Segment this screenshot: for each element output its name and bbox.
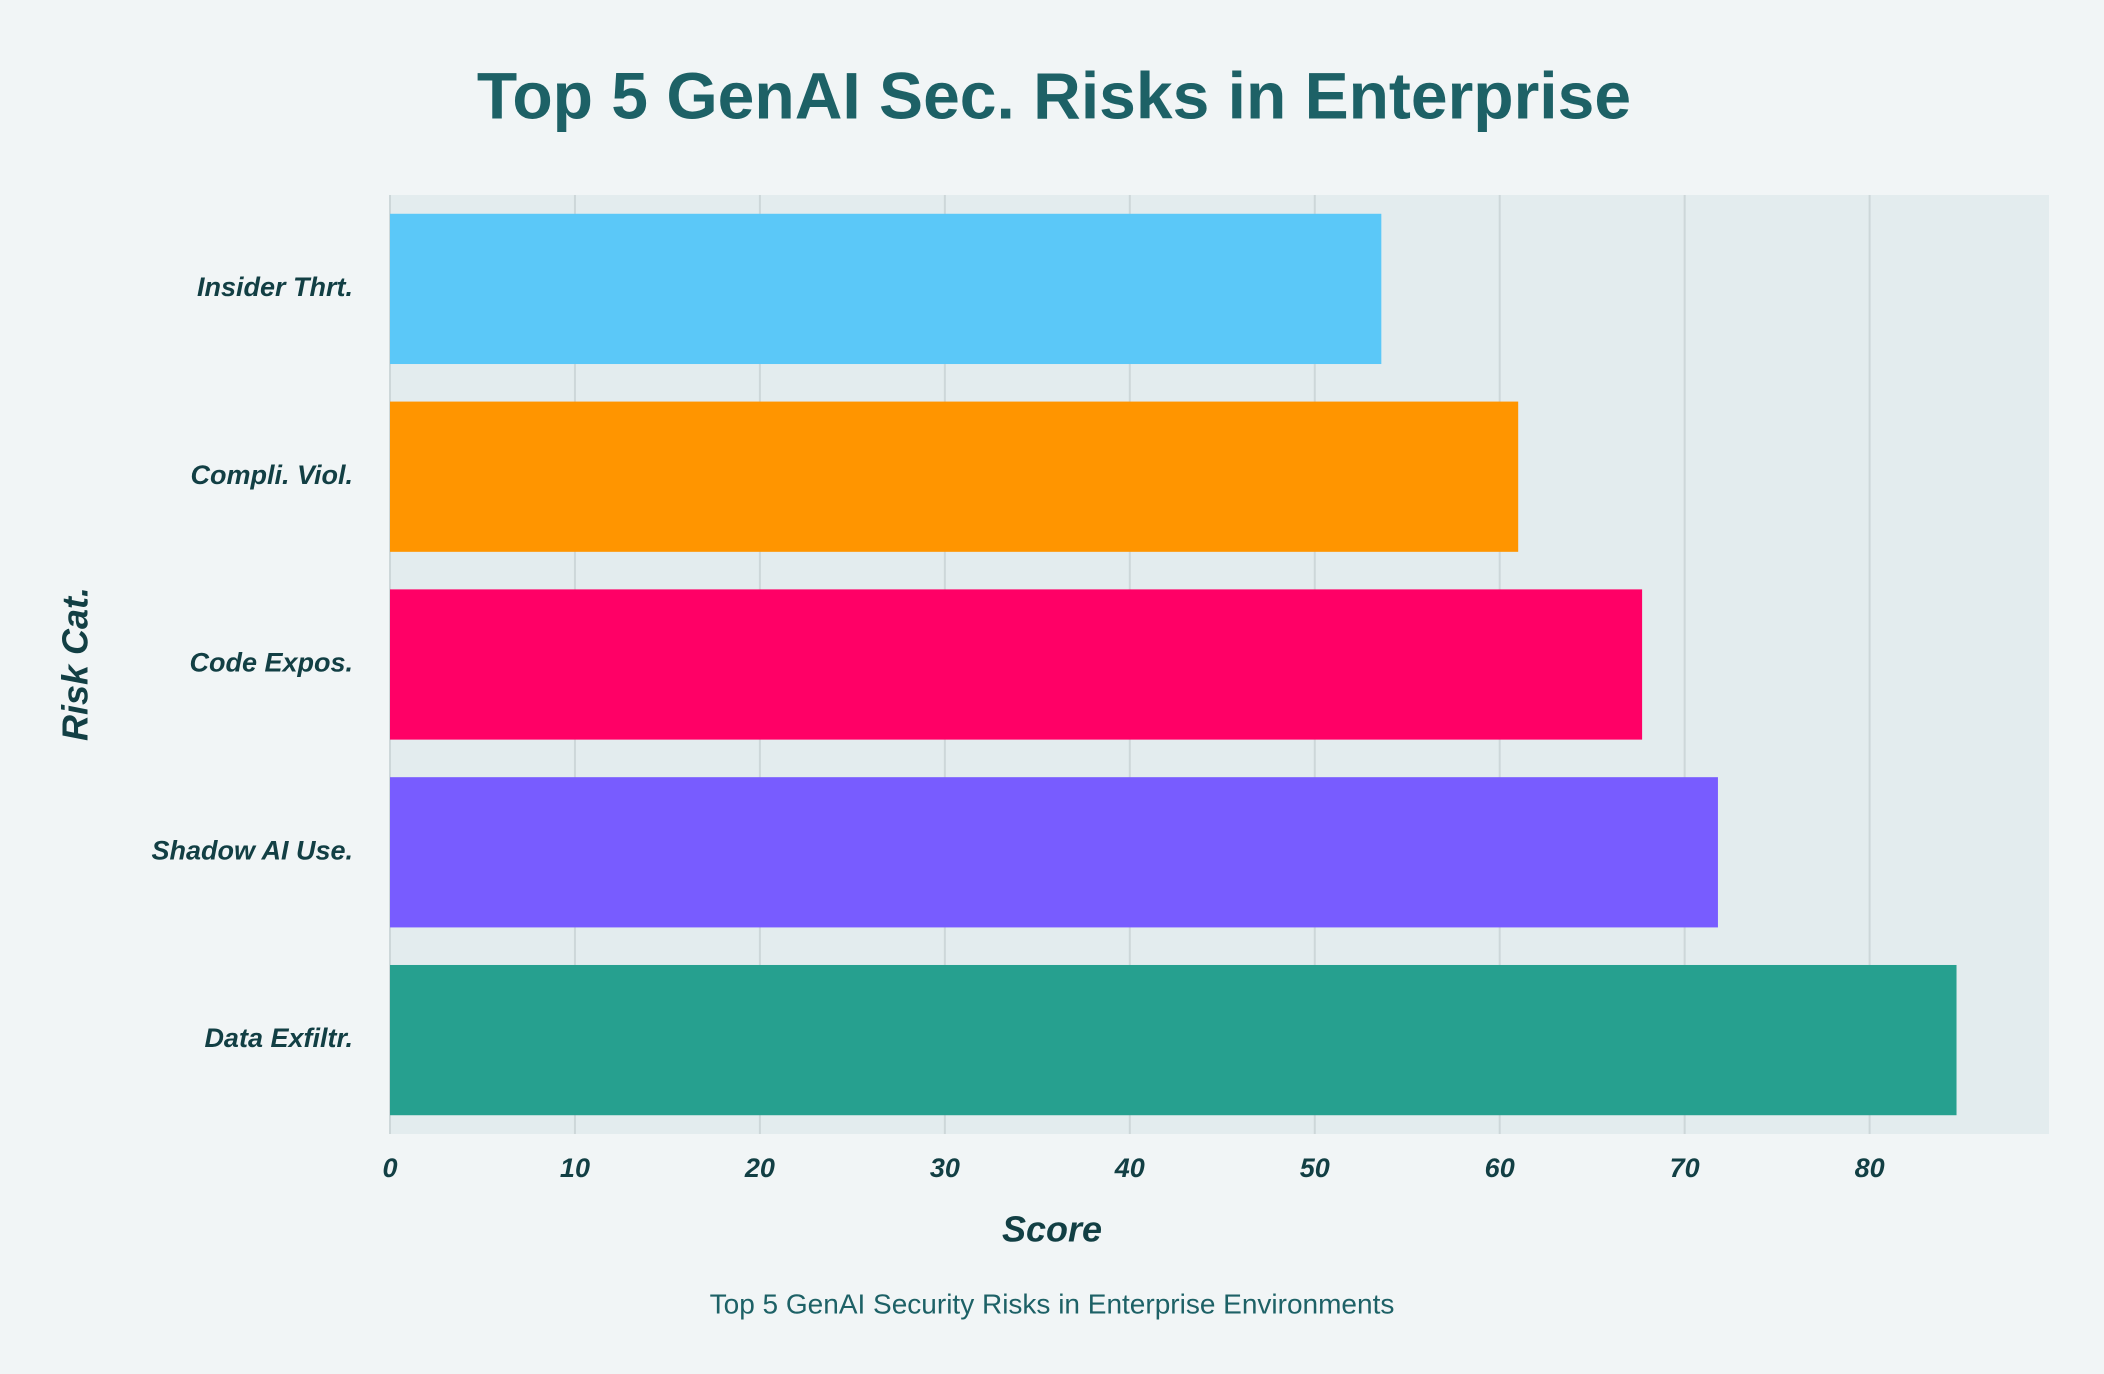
x-tick-label: 0 (382, 1153, 397, 1183)
x-tick-label: 50 (1300, 1153, 1330, 1183)
y-tick-label: Shadow AI Use. (151, 835, 353, 865)
y-tick-label: Code Expos. (189, 648, 353, 678)
bar (390, 964, 1957, 1116)
y-tick-label: Compli. Viol. (190, 460, 353, 490)
bar (390, 589, 1643, 740)
y-axis-label: Risk Cat. (55, 587, 96, 741)
y-tick-label: Insider Thrt. (197, 272, 353, 302)
x-tick-label: 60 (1485, 1153, 1515, 1183)
x-tick-label: 80 (1855, 1153, 1885, 1183)
subtitle: Top 5 GenAI Security Risks in Enterprise… (710, 1288, 1395, 1319)
y-tick-label: Data Exfiltr. (204, 1023, 353, 1053)
bar (390, 213, 1382, 365)
bar (390, 401, 1519, 552)
x-tick-label: 10 (560, 1153, 590, 1183)
x-tick-label: 70 (1670, 1153, 1700, 1183)
x-tick-label: 20 (744, 1153, 775, 1183)
x-tick-label: 30 (930, 1153, 960, 1183)
x-axis-label: Score (1002, 1209, 1102, 1250)
x-tick-label: 40 (1114, 1153, 1145, 1183)
chart-title: Top 5 GenAI Sec. Risks in Enterprise (477, 58, 1631, 132)
bar (390, 777, 1718, 928)
